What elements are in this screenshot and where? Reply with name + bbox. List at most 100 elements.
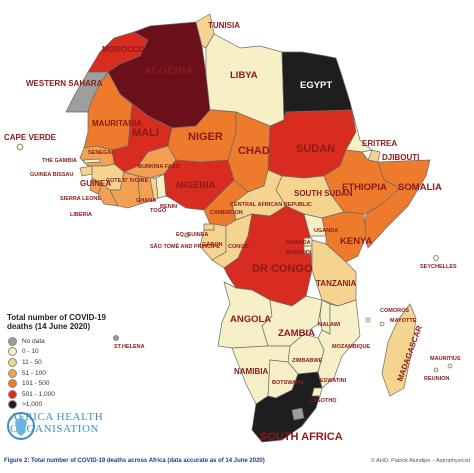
label-egypt: EGYPT bbox=[300, 80, 332, 91]
label-gambia: THE GAMBIA bbox=[42, 158, 77, 164]
legend-item: 501 - 1,000 bbox=[8, 389, 55, 400]
legend-item: 0 - 10 bbox=[8, 347, 55, 358]
label-eswatini: ESWATINI bbox=[320, 378, 347, 384]
legend-label: 0 - 10 bbox=[22, 348, 39, 356]
label-sierra-leone: SIERRA LEONE bbox=[60, 196, 101, 202]
label-malawi: MALAWI bbox=[318, 322, 341, 328]
label-lesotho: LESOTHO bbox=[310, 398, 337, 404]
label-nigeria: NIGERIA bbox=[176, 180, 216, 191]
label-cape-verde: CAPE VERDE bbox=[4, 133, 57, 142]
legend-label: 101 - 500 bbox=[22, 380, 50, 388]
label-western-sahara: WESTERN SAHARA bbox=[26, 79, 103, 88]
legend-item: 51 - 100 bbox=[8, 368, 55, 379]
label-mozambique: MOZAMBIQUE bbox=[332, 344, 371, 350]
legend-item: >1,000 bbox=[8, 400, 55, 411]
label-sao-tome: SÃO TOMÉ AND PRINCIPE bbox=[150, 242, 220, 250]
legend-item: 11 - 50 bbox=[8, 357, 55, 368]
legend-item: 101 - 500 bbox=[8, 378, 55, 389]
label-mauritius: MAURITIUS bbox=[430, 356, 461, 362]
country-eq-guinea[interactable] bbox=[203, 223, 215, 231]
label-angola: ANGOLA bbox=[230, 314, 271, 325]
label-gabon: GABON bbox=[202, 242, 223, 248]
label-dr-congo: DR CONGO bbox=[252, 263, 313, 275]
label-eritrea: ERITREA bbox=[362, 139, 397, 148]
label-eq-guinea: EQ. GUINEA bbox=[176, 232, 208, 238]
country-lesotho[interactable] bbox=[291, 407, 305, 421]
legend-label: 501 - 1,000 bbox=[22, 390, 55, 398]
label-reunion: REUNION bbox=[424, 376, 449, 382]
label-morocco: MOROCCO bbox=[102, 45, 145, 54]
figure-caption: Figure 2: Total number of COVID-19 death… bbox=[4, 458, 265, 464]
label-cameroon: CAMEROON bbox=[210, 210, 243, 216]
label-congo: CONGO bbox=[228, 244, 250, 250]
country-eswatini[interactable] bbox=[311, 387, 323, 397]
label-burkina-faso: BURKINA FASO bbox=[138, 164, 180, 170]
country-mauritius[interactable] bbox=[447, 363, 453, 369]
label-chad: CHAD bbox=[238, 145, 270, 157]
label-zambia: ZAMBIA bbox=[278, 328, 315, 339]
country-seychelles[interactable] bbox=[433, 255, 439, 261]
aho-logo-icon bbox=[7, 412, 35, 440]
label-benin: BENIN bbox=[160, 204, 177, 210]
legend-title: Total number of COVID-19 deaths (14 June… bbox=[7, 313, 106, 331]
legend: No data 0 - 10 11 - 50 51 - 100 101 - 500 501… bbox=[8, 336, 55, 410]
label-somalia: SOMALIA bbox=[398, 182, 442, 193]
label-rwanda: RWANDA bbox=[286, 240, 311, 246]
country-madagascar[interactable] bbox=[381, 303, 417, 397]
legend-swatch bbox=[8, 336, 17, 346]
label-st-helena: ST.HELENA bbox=[114, 344, 145, 350]
legend-label: 51 - 100 bbox=[22, 369, 46, 377]
legend-swatch bbox=[8, 379, 17, 389]
country-somalia[interactable] bbox=[363, 159, 431, 249]
label-liberia: LIBERIA bbox=[70, 212, 92, 218]
label-togo: TOGO bbox=[150, 208, 167, 214]
legend-swatch bbox=[8, 389, 17, 399]
country-cape-verde[interactable] bbox=[16, 143, 24, 151]
label-senegal: SENEGAL bbox=[88, 150, 115, 156]
label-uganda: UGANDA bbox=[314, 228, 338, 234]
label-algeria: ALGERIA bbox=[144, 65, 194, 77]
legend-label: 11 - 50 bbox=[22, 358, 42, 366]
label-cote-divoire: COTE D' IVOIRE bbox=[106, 178, 149, 184]
country-gambia[interactable] bbox=[83, 158, 101, 164]
label-seychelles: SEYCHELLES bbox=[420, 264, 457, 270]
country-comoros[interactable] bbox=[365, 317, 371, 323]
country-kenya[interactable] bbox=[321, 211, 367, 263]
country-st-helena[interactable] bbox=[113, 335, 119, 341]
country-malawi[interactable] bbox=[319, 299, 331, 335]
label-car: CENTRAL AFRICAN REPUBLIC bbox=[230, 202, 312, 208]
country-reunion[interactable] bbox=[433, 367, 439, 373]
label-mauritania: MAURITANIA bbox=[92, 119, 142, 128]
label-south-sudan: SOUTH SUDAN bbox=[294, 189, 353, 198]
label-south-africa: SOUTH AFRICA bbox=[260, 431, 343, 443]
label-ghana: GHANA bbox=[136, 198, 156, 204]
legend-swatch bbox=[8, 368, 17, 378]
legend-label: >1,000 bbox=[22, 401, 43, 409]
country-guinea-bissau[interactable] bbox=[79, 165, 93, 177]
figure-credit: © AHO, Patrick Akindipe – Astrophysicist bbox=[370, 458, 470, 464]
label-namibia: NAMIBIA bbox=[234, 367, 268, 376]
label-niger: NIGER bbox=[188, 131, 223, 143]
country-sao-tome[interactable] bbox=[184, 232, 190, 238]
label-mali: MALI bbox=[132, 127, 159, 139]
legend-swatch bbox=[8, 347, 17, 357]
label-tunisia: TUNISIA bbox=[208, 21, 240, 30]
label-guinea: GUINEA bbox=[80, 179, 111, 188]
legend-swatch bbox=[8, 400, 17, 410]
legend-swatch bbox=[8, 357, 17, 367]
label-burundi: BURUNDI bbox=[286, 250, 312, 256]
label-libya: LIBYA bbox=[230, 70, 258, 81]
label-zimbabwe: ZIMBABWE bbox=[292, 358, 323, 364]
label-tanzania: TANZANIA bbox=[316, 279, 357, 288]
label-botswana: BOTSWANA bbox=[272, 380, 304, 386]
label-kenya: KENYA bbox=[340, 236, 373, 247]
label-sudan: SUDAN bbox=[296, 143, 335, 155]
country-mayotte[interactable] bbox=[379, 321, 385, 327]
legend-item: No data bbox=[8, 336, 55, 347]
label-comoros: COMOROS bbox=[380, 308, 409, 314]
label-djibouti: DJIBOUTI bbox=[382, 153, 419, 162]
aho-logo: AFRICA HEALTH ORGANISATION bbox=[6, 411, 103, 440]
label-mayotte: MAYOTTE bbox=[390, 318, 417, 324]
